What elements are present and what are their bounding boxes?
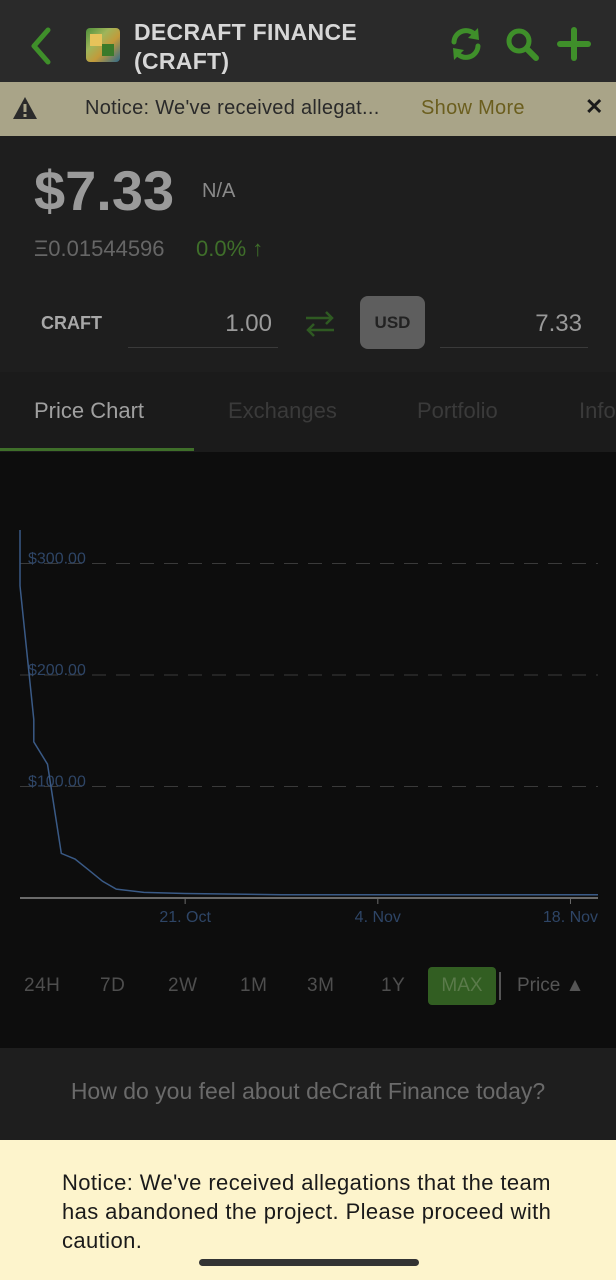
from-symbol: CRAFT [41, 313, 102, 333]
home-indicator[interactable] [199, 1259, 419, 1266]
currency-select-button[interactable]: USD [360, 296, 425, 349]
sentiment-section: How do you feel about deCraft Finance to… [0, 1048, 616, 1140]
tab-exchanges[interactable]: Exchanges [228, 398, 337, 423]
notice-text: Notice: We've received allegat... [85, 97, 380, 119]
from-amount-input[interactable]: 1.00 [128, 300, 278, 348]
x-tick-label: 18. Nov [543, 909, 598, 926]
range-1m[interactable]: 1M [240, 975, 268, 996]
to-amount-input[interactable]: 7.33 [440, 300, 588, 348]
price-toggle[interactable]: Price ▲ [517, 975, 585, 996]
y-tick-label: $200.00 [28, 662, 86, 679]
bottom-notice-text: Notice: We've received allegations that … [62, 1170, 552, 1253]
price-chart[interactable]: $100.00 $200.00 $300.00 21. Oct 4. Nov 18. No… [0, 452, 616, 1048]
close-icon[interactable]: ✕ [585, 94, 604, 119]
coin-logo [86, 28, 120, 62]
x-tick-label: 4. Nov [355, 909, 401, 926]
y-tick-label: $100.00 [28, 773, 86, 790]
price-change-label: N/A [202, 180, 236, 202]
tab-price-chart[interactable]: Price Chart [34, 398, 145, 423]
tab-portfolio[interactable]: Portfolio [417, 398, 498, 423]
bottom-notice: Notice: We've received allegations that … [0, 1140, 616, 1280]
app-header: DECRAFT FINANCE (CRAFT) [0, 0, 616, 82]
notice-banner[interactable]: Notice: We've received allegat... Show M… [0, 82, 616, 136]
page-title: DECRAFT FINANCE (CRAFT) [134, 19, 357, 74]
range-24h[interactable]: 24H [24, 975, 61, 996]
show-more-link[interactable]: Show More [421, 97, 525, 119]
sentiment-question: How do you feel about deCraft Finance to… [70, 1078, 546, 1104]
eth-price: Ξ0.01544596 [34, 236, 165, 261]
active-tab-indicator [0, 448, 194, 451]
current-price: $7.33 [34, 159, 175, 222]
chevron-left-icon[interactable] [22, 24, 62, 68]
refresh-icon[interactable] [448, 26, 484, 62]
range-max[interactable]: MAX [428, 967, 496, 1005]
search-icon[interactable] [504, 26, 540, 62]
plus-icon[interactable] [556, 26, 592, 62]
eth-change: 0.0% ↑ [196, 236, 264, 261]
y-tick-label: $300.00 [28, 550, 86, 567]
tab-bar: Price Chart Exchanges Portfolio Info [0, 372, 616, 452]
price-series-line [19, 530, 598, 896]
x-tick-label: 21. Oct [159, 909, 211, 926]
range-2w[interactable]: 2W [168, 975, 198, 996]
range-7d[interactable]: 7D [100, 975, 126, 996]
warning-icon [13, 97, 37, 119]
range-3m[interactable]: 3M [307, 975, 335, 996]
tab-info[interactable]: Info [579, 398, 616, 423]
range-separator [499, 972, 501, 1000]
range-1y[interactable]: 1Y [381, 975, 406, 996]
chart-svg[interactable]: $100.00 $200.00 $300.00 21. Oct 4. Nov 18. No… [0, 452, 616, 962]
swap-icon[interactable] [302, 308, 338, 338]
